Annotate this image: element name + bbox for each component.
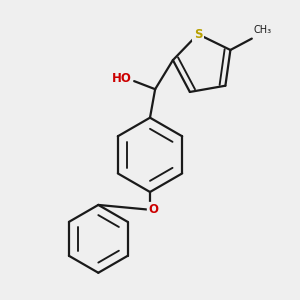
Text: HO: HO — [112, 72, 132, 85]
Text: CH₃: CH₃ — [254, 26, 272, 35]
Text: O: O — [148, 203, 158, 216]
Text: S: S — [194, 28, 202, 41]
